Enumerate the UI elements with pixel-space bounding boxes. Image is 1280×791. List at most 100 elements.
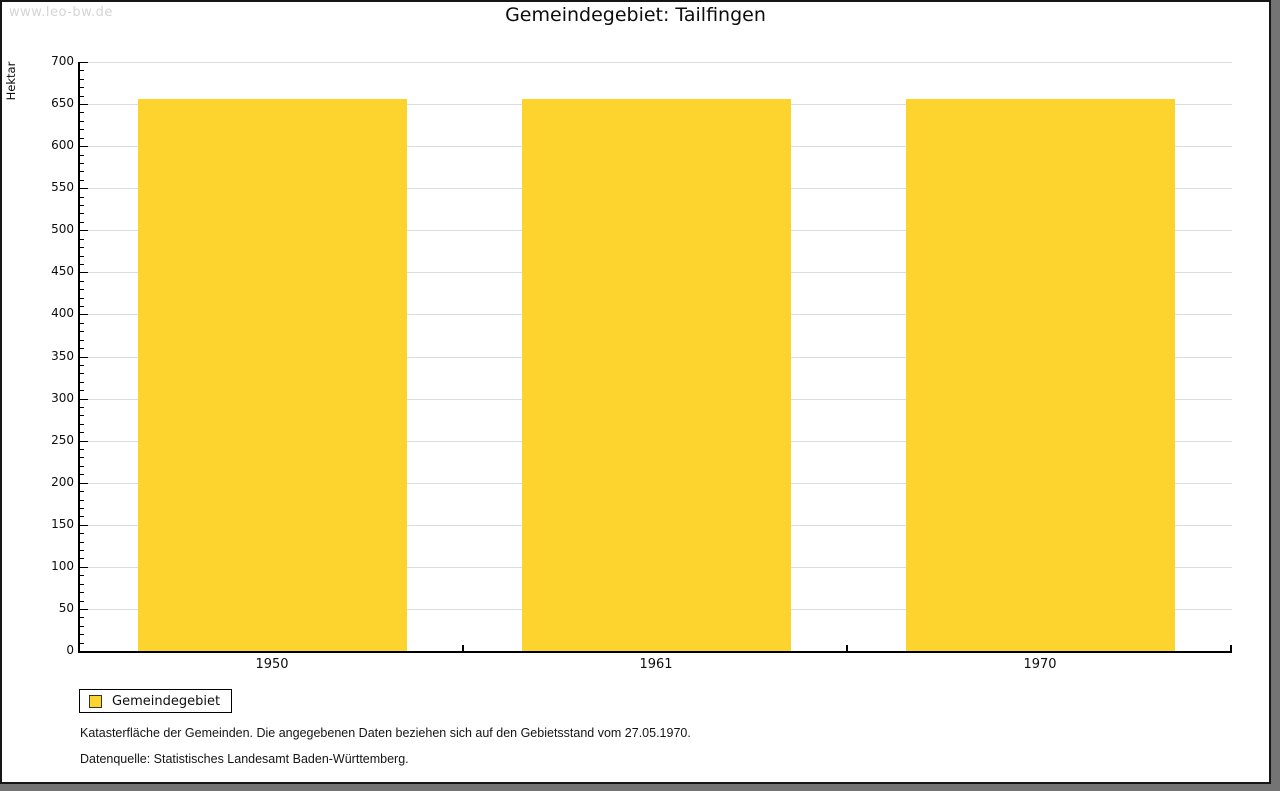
y-minor-tick xyxy=(80,171,84,172)
y-minor-tick xyxy=(80,205,84,206)
bar-1950 xyxy=(138,99,407,651)
y-minor-tick xyxy=(80,643,84,644)
y-minor-tick xyxy=(80,424,84,425)
y-major-tick-600 xyxy=(80,146,88,147)
legend-label: Gemeindegebiet xyxy=(112,693,221,709)
x-boundary-tick xyxy=(1230,645,1232,651)
y-minor-tick xyxy=(80,601,84,602)
y-minor-tick xyxy=(80,306,84,307)
y-minor-tick xyxy=(80,542,84,543)
y-major-tick-50 xyxy=(80,609,88,610)
y-major-tick-650 xyxy=(80,104,88,105)
y-minor-tick xyxy=(80,457,84,458)
watermark-leo-bw: www.leo-bw.de xyxy=(9,5,113,20)
y-minor-tick xyxy=(80,163,84,164)
y-minor-tick xyxy=(80,474,84,475)
y-minor-tick xyxy=(80,239,84,240)
y-minor-tick xyxy=(80,575,84,576)
y-minor-tick xyxy=(80,70,84,71)
y-minor-tick xyxy=(80,323,84,324)
y-minor-tick xyxy=(80,112,84,113)
y-minor-tick xyxy=(80,516,84,517)
plot-area: 0 50 100 150 200 250 300 350 400 450 500 550 600 650 7… xyxy=(51,54,1232,672)
legend-box: Gemeindegebiet xyxy=(79,689,232,713)
y-minor-tick xyxy=(80,415,84,416)
y-minor-tick xyxy=(80,222,84,223)
y-minor-tick xyxy=(80,247,84,248)
y-minor-tick xyxy=(80,382,84,383)
x-category-label-1970: 1970 xyxy=(1023,657,1057,672)
y-minor-tick xyxy=(80,180,84,181)
y-minor-tick xyxy=(80,584,84,585)
y-major-tick-150 xyxy=(80,525,88,526)
y-tick-label-400: 400 xyxy=(51,306,74,320)
y-minor-tick xyxy=(80,281,84,282)
y-axis-title: Hektar xyxy=(4,61,18,101)
y-tick-label-500: 500 xyxy=(51,222,74,236)
x-boundary-tick xyxy=(846,645,848,651)
y-minor-tick xyxy=(80,390,84,391)
y-tick-label-100: 100 xyxy=(51,559,74,573)
y-minor-tick xyxy=(80,129,84,130)
y-minor-tick xyxy=(80,331,84,332)
y-minor-tick xyxy=(80,155,84,156)
y-tick-label-450: 450 xyxy=(51,264,74,278)
y-minor-tick xyxy=(80,500,84,501)
x-category-label-1961: 1961 xyxy=(639,657,673,672)
y-tick-label-200: 200 xyxy=(51,475,74,489)
y-tick-label-700: 700 xyxy=(51,54,74,68)
legend-swatch-gemeindegebiet xyxy=(89,694,102,708)
y-minor-tick xyxy=(80,96,84,97)
y-tick-label-50: 50 xyxy=(58,601,74,615)
y-tick-label-150: 150 xyxy=(51,517,74,531)
y-tick-label-600: 600 xyxy=(51,138,74,152)
y-major-tick-500 xyxy=(80,230,88,231)
y-minor-tick xyxy=(80,491,84,492)
y-minor-tick xyxy=(80,340,84,341)
gridline-700 xyxy=(80,62,1232,63)
y-minor-tick xyxy=(80,592,84,593)
y-minor-tick xyxy=(80,87,84,88)
x-boundary-tick xyxy=(462,645,464,651)
y-minor-tick xyxy=(80,617,84,618)
y-major-tick-300 xyxy=(80,399,88,400)
y-tick-label-250: 250 xyxy=(51,433,74,447)
y-major-tick-250 xyxy=(80,441,88,442)
y-minor-tick xyxy=(80,79,84,80)
y-tick-label-550: 550 xyxy=(51,180,74,194)
y-minor-tick xyxy=(80,558,84,559)
y-major-tick-200 xyxy=(80,483,88,484)
y-minor-tick xyxy=(80,533,84,534)
y-major-tick-100 xyxy=(80,567,88,568)
y-tick-label-350: 350 xyxy=(51,349,74,363)
y-minor-tick xyxy=(80,289,84,290)
x-category-label-1950: 1950 xyxy=(255,657,289,672)
y-minor-tick xyxy=(80,432,84,433)
chart-title: Gemeindegebiet: Tailfingen xyxy=(505,4,766,26)
y-minor-tick xyxy=(80,407,84,408)
y-minor-tick xyxy=(80,634,84,635)
y-major-tick-700 xyxy=(80,62,88,63)
y-minor-tick xyxy=(80,348,84,349)
y-minor-tick xyxy=(80,466,84,467)
y-tick-label-300: 300 xyxy=(51,391,74,405)
y-minor-tick xyxy=(80,626,84,627)
y-minor-tick xyxy=(80,449,84,450)
y-minor-tick xyxy=(80,213,84,214)
bar-1970 xyxy=(906,99,1175,651)
y-minor-tick xyxy=(80,121,84,122)
y-major-tick-350 xyxy=(80,357,88,358)
y-minor-tick xyxy=(80,298,84,299)
bar-1961 xyxy=(522,99,791,651)
y-minor-tick xyxy=(80,197,84,198)
y-minor-tick xyxy=(80,373,84,374)
footnote-data-source: Datenquelle: Statistisches Landesamt Bad… xyxy=(80,752,409,766)
y-minor-tick xyxy=(80,365,84,366)
y-major-tick-0 xyxy=(80,651,88,652)
y-major-tick-400 xyxy=(80,314,88,315)
y-tick-label-650: 650 xyxy=(51,96,74,110)
y-minor-tick xyxy=(80,264,84,265)
y-minor-tick xyxy=(80,138,84,139)
